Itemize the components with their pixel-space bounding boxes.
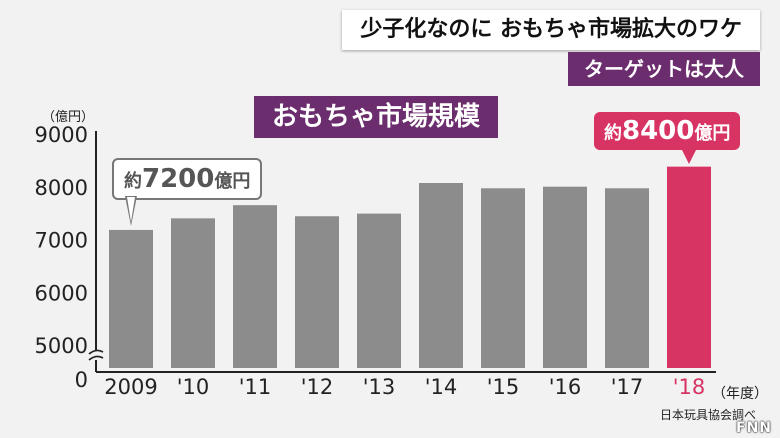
y-tick-label: 7000 [35,229,88,253]
bar-12 [295,216,339,368]
axis-break-mark [88,349,104,355]
x-tick-label: 2009 [104,375,157,399]
bar-16 [543,186,587,368]
y-tick-label: 0 [75,368,88,392]
callout-2009-value: 約7200億円 [112,158,263,200]
callout-2009-pointer-fill [127,197,135,222]
x-tick-label: '18 [673,375,706,399]
callout-suffix: 億円 [214,171,251,192]
x-tick-label: '14 [425,375,458,399]
callout-prefix: 約 [604,123,622,144]
chart-title-banner: おもちゃ市場規模 [254,96,499,138]
bar-11 [233,205,277,368]
subheadline-banner: ターゲットは大人 [568,52,760,86]
bar-14 [419,183,463,368]
callout-number: 7200 [142,164,215,194]
bar-17 [605,188,649,368]
bar-series [109,166,711,368]
y-tick-label: 8000 [35,176,88,200]
x-tick-label: '16 [549,375,582,399]
callout-2018-pointer [682,150,696,164]
x-tick-label: '17 [611,375,644,399]
y-axis-unit-label: （億円） [42,110,95,125]
x-tick-label: '11 [239,375,272,399]
callout-number: 8400 [622,116,695,146]
y-tick-label: 6000 [35,281,88,305]
bar-15 [481,188,525,368]
bar-13 [357,213,401,368]
x-tick-label: '15 [487,375,520,399]
chart-axes [88,131,716,373]
bar-2009 [109,229,153,368]
x-tick-label: '12 [301,375,334,399]
callout-prefix: 約 [124,171,142,192]
x-tick-label: '10 [177,375,210,399]
y-tick-label: 5000 [35,334,88,358]
source-note: 日本玩具協会調べ [659,408,756,422]
bar-10 [171,218,215,368]
x-axis-tick-labels: 2009 '10 '11 '12 '13 '14 '15 '16 '17 '18 [104,375,705,399]
callout-2018-value: 約8400億円 [594,112,741,150]
broadcaster-logo: FNN [736,420,772,436]
x-tick-label: '13 [363,375,396,399]
callout-suffix: 億円 [694,123,731,144]
bar-18 [667,166,711,368]
y-axis-ticks: 0 5000 6000 7000 8000 9000 [35,123,88,392]
x-axis-unit-label: （年度） [712,386,768,402]
y-tick-label: 9000 [35,123,88,147]
axis-break-mark [88,355,104,361]
headline-banner: 少子化なのに おもちゃ市場拡大のワケ [342,10,760,50]
